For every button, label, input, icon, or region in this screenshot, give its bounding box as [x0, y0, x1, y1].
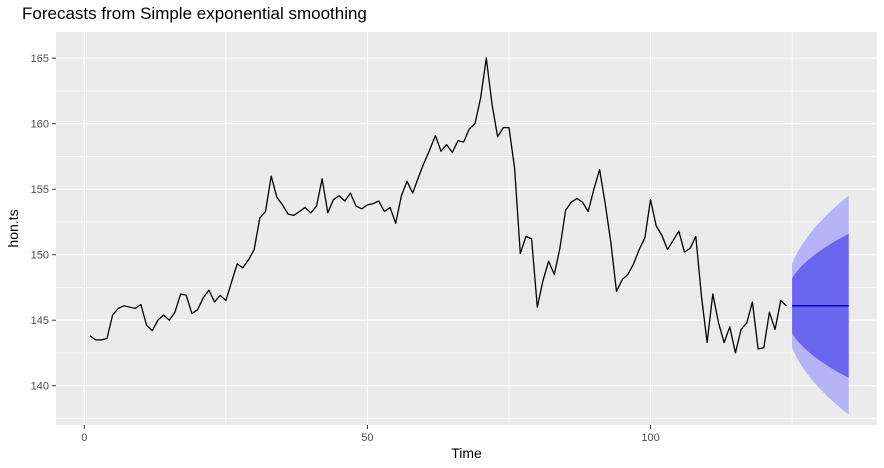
- y-axis: 140 145 150 155 160 165: [31, 53, 56, 393]
- y-tick-label: 145: [31, 315, 49, 327]
- y-tick-label: 150: [31, 250, 49, 262]
- x-tick-label: 100: [641, 432, 659, 444]
- major-gridlines: [56, 32, 877, 425]
- x-axis-title: Time: [451, 445, 482, 461]
- x-tick-label: 0: [81, 432, 87, 444]
- y-tick-label: 165: [31, 53, 49, 65]
- y-axis-title: hon.ts: [5, 209, 21, 247]
- plot-panel: [56, 32, 877, 425]
- x-axis: 0 50 100: [81, 425, 660, 444]
- x-tick-label: 50: [361, 432, 373, 444]
- minor-gridlines: [56, 32, 877, 425]
- chart-title: Forecasts from Simple exponential smooth…: [22, 4, 367, 23]
- y-tick-label: 140: [31, 381, 49, 393]
- y-tick-label: 160: [31, 119, 49, 131]
- y-tick-label: 155: [31, 184, 49, 196]
- hon-ts-series-line: [89, 57, 787, 354]
